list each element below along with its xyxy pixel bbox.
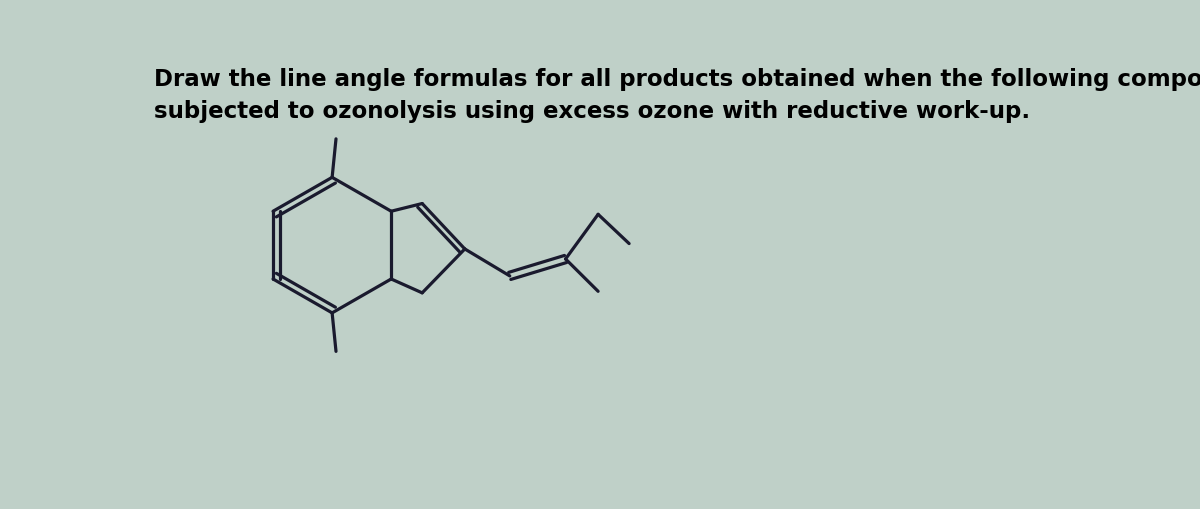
Text: Draw the line angle formulas for all products obtained when the following compou: Draw the line angle formulas for all pro…	[154, 68, 1200, 91]
Text: subjected to ozonolysis using excess ozone with reductive work-up.: subjected to ozonolysis using excess ozo…	[154, 100, 1030, 123]
